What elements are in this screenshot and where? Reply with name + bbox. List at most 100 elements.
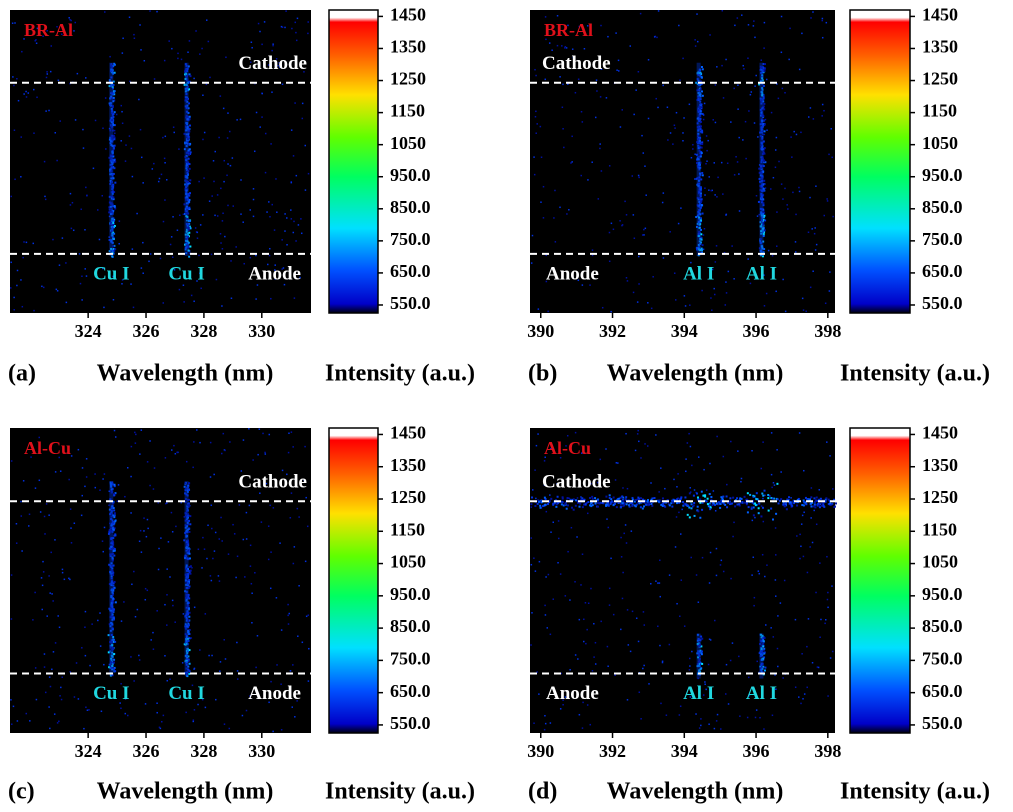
speck	[553, 522, 555, 524]
speck	[54, 713, 56, 715]
speck	[539, 561, 541, 563]
speck	[78, 698, 80, 700]
speck	[221, 540, 223, 542]
speck	[165, 136, 167, 138]
speck	[587, 513, 589, 515]
speck	[801, 653, 803, 655]
speck	[676, 516, 678, 518]
speck	[830, 128, 832, 130]
speck	[87, 709, 89, 711]
speck	[819, 506, 821, 508]
speck	[239, 504, 241, 506]
speck	[598, 198, 600, 200]
speck	[644, 443, 646, 445]
speck	[768, 250, 770, 252]
speck	[708, 664, 710, 666]
bottom-label: Anode	[546, 263, 599, 284]
speck	[712, 119, 714, 121]
speck	[676, 486, 678, 488]
speck	[149, 440, 151, 442]
speck	[73, 230, 75, 232]
panel-title: BR-Al	[544, 20, 593, 40]
speck	[52, 239, 54, 241]
speck	[692, 148, 694, 150]
speck	[282, 84, 284, 86]
speck	[68, 578, 70, 580]
speck	[771, 432, 773, 434]
speck	[293, 221, 295, 223]
speck	[643, 229, 645, 231]
speck	[816, 244, 818, 246]
speck	[703, 469, 705, 471]
speck	[271, 91, 273, 93]
speck	[810, 517, 812, 519]
speck	[581, 111, 583, 113]
speck	[141, 267, 143, 269]
speck	[164, 162, 166, 164]
speck	[20, 176, 22, 178]
colorbar-tick-label: 650.0	[390, 681, 431, 701]
speck	[735, 156, 737, 158]
speck	[140, 129, 142, 131]
speck	[251, 42, 253, 44]
speck	[161, 721, 163, 723]
speck	[542, 505, 544, 507]
speck	[139, 659, 141, 661]
speck	[215, 532, 217, 534]
speck	[251, 593, 253, 595]
speck	[114, 430, 116, 432]
speck	[716, 575, 718, 577]
speck	[93, 168, 95, 170]
speck	[728, 703, 730, 705]
speck	[621, 109, 623, 111]
speck	[57, 290, 59, 292]
speck	[781, 183, 783, 185]
speck	[292, 446, 294, 448]
speck	[827, 599, 829, 601]
speck	[640, 13, 642, 15]
speck	[210, 476, 212, 478]
speck	[691, 465, 693, 467]
speck	[703, 119, 705, 121]
speck	[734, 505, 736, 507]
speck	[690, 557, 692, 559]
speck	[206, 84, 208, 86]
speck	[45, 199, 47, 201]
speck	[127, 715, 129, 717]
speck	[287, 604, 289, 606]
speck	[775, 579, 777, 581]
speck	[291, 431, 293, 433]
speck	[734, 174, 736, 176]
speck	[531, 496, 533, 498]
speck	[741, 14, 743, 16]
x-axis-label: Wavelength (nm)	[97, 779, 274, 805]
speck	[745, 121, 747, 123]
speck	[308, 648, 310, 650]
speck	[308, 680, 310, 682]
speck	[638, 283, 640, 285]
speck	[680, 498, 682, 500]
speck	[193, 719, 195, 721]
speck	[20, 136, 22, 138]
speck	[648, 118, 650, 120]
speck	[776, 137, 778, 139]
speck	[103, 664, 105, 666]
speck	[814, 506, 816, 508]
speck	[535, 570, 537, 572]
speck	[647, 504, 649, 506]
speck	[115, 519, 117, 521]
speck	[738, 503, 740, 505]
speck	[566, 213, 568, 215]
speck	[59, 695, 61, 697]
speck	[726, 292, 728, 294]
speck	[192, 467, 194, 469]
colorbar-tick-label: 950.0	[390, 584, 431, 604]
speck	[208, 41, 210, 43]
speck	[764, 134, 766, 136]
speck	[172, 256, 174, 258]
speck	[257, 284, 259, 286]
speck	[42, 585, 44, 587]
speck	[660, 703, 662, 705]
speck	[765, 624, 767, 626]
speck	[189, 125, 191, 127]
